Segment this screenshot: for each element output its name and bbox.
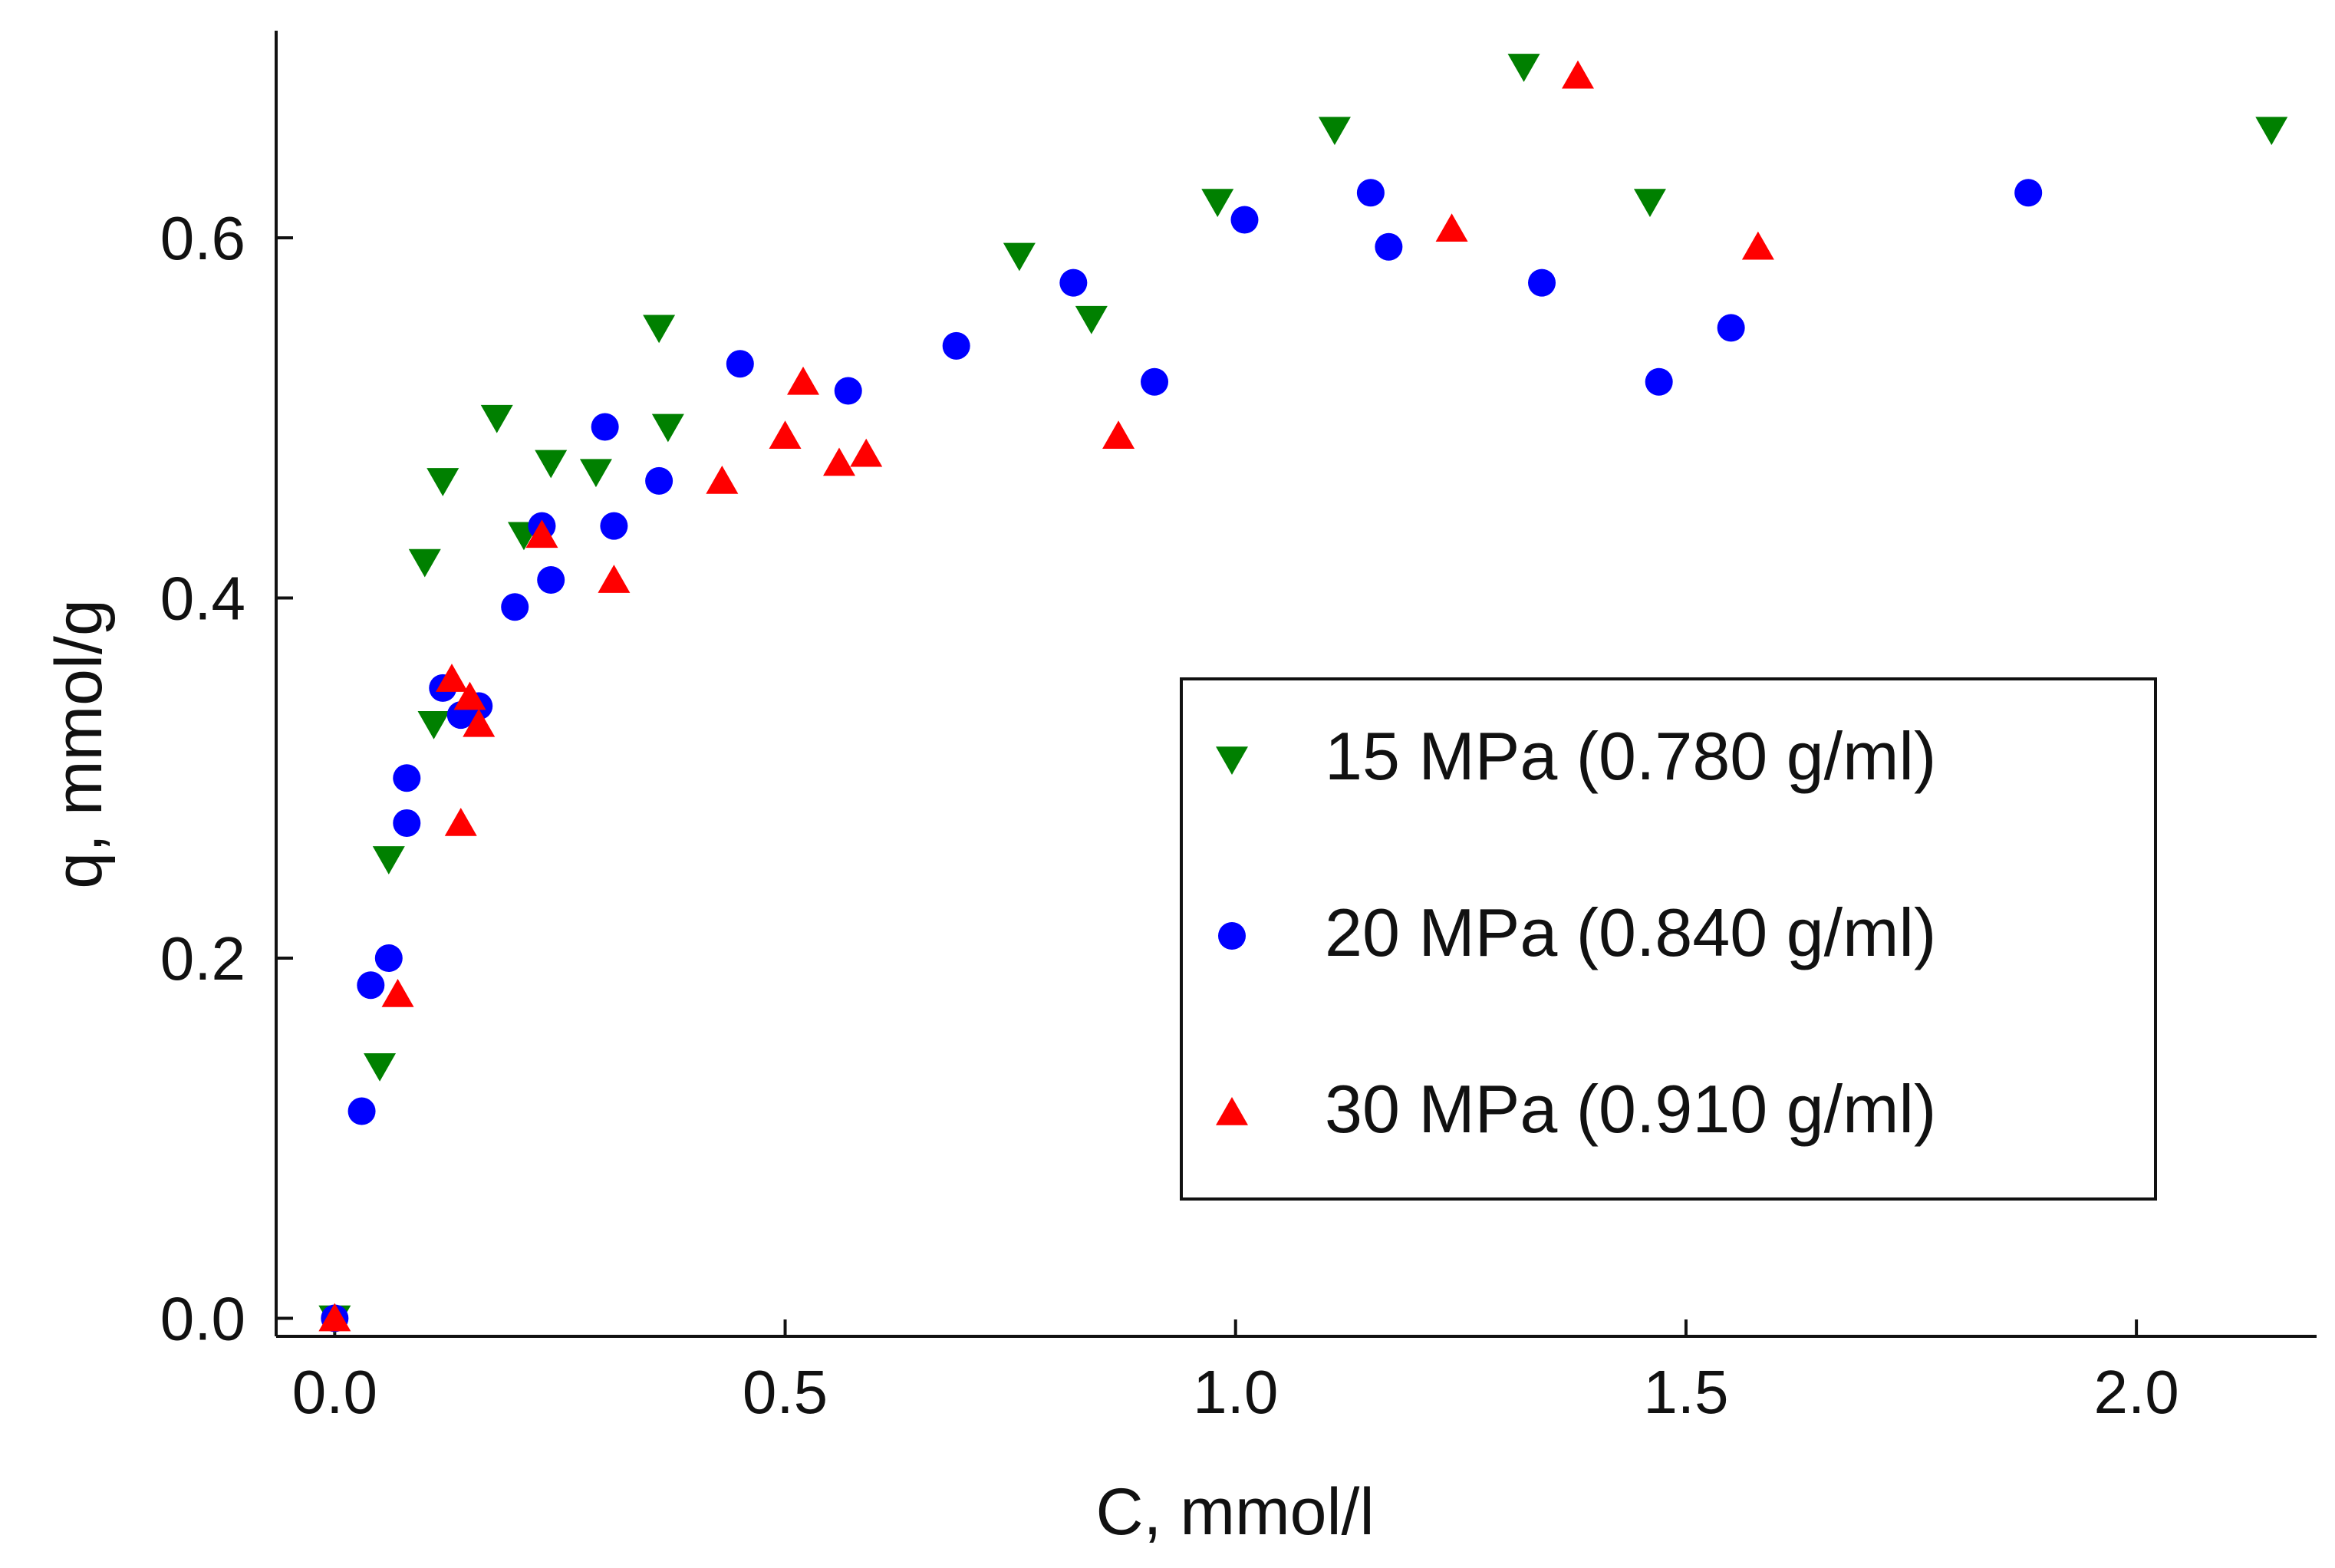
data-point	[408, 548, 441, 578]
data-point	[834, 377, 862, 405]
data-point	[1141, 367, 1169, 396]
data-point	[787, 366, 820, 395]
y-tick-label: 0.4	[160, 564, 245, 632]
data-point	[463, 708, 496, 737]
data-point	[822, 447, 855, 476]
y-tick-label: 0.6	[160, 204, 245, 272]
data-point	[726, 350, 754, 378]
series-3	[318, 60, 1774, 1332]
legend-marker-1	[1216, 746, 1248, 775]
data-point	[535, 450, 568, 479]
legend-label-30mpa: 30 MPa (0.910 g/ml)	[1325, 1071, 1936, 1147]
data-point	[1201, 189, 1234, 217]
data-point	[444, 807, 477, 836]
x-axis-title: C, mmol/l	[1095, 1475, 1374, 1549]
data-point	[393, 764, 421, 792]
y-tick-label: 0.0	[160, 1285, 245, 1353]
legend-label-20mpa: 20 MPa (0.840 g/ml)	[1325, 894, 1936, 970]
data-point	[2014, 179, 2043, 207]
legend-entries	[1216, 746, 1248, 1125]
data-point	[1318, 117, 1351, 146]
data-point	[1435, 213, 1468, 242]
legend: 15 MPa (0.780 g/ml) 20 MPa (0.840 g/ml) …	[1180, 677, 2157, 1201]
data-point	[942, 331, 970, 360]
data-point	[645, 466, 673, 495]
data-point	[417, 711, 450, 740]
data-point	[1230, 206, 1259, 234]
data-point	[1717, 314, 1745, 342]
data-point	[364, 1053, 397, 1082]
data-point	[347, 1097, 376, 1125]
marks-layer	[318, 54, 2288, 1334]
x-tick-label: 1.0	[1193, 1358, 1278, 1426]
data-point	[591, 413, 619, 441]
data-point	[1561, 60, 1594, 89]
data-point	[706, 465, 739, 494]
data-point	[318, 1303, 351, 1332]
data-point	[393, 809, 421, 837]
data-point	[850, 438, 883, 467]
series-2	[321, 179, 2043, 1332]
data-point	[643, 315, 676, 344]
data-point	[1507, 54, 1540, 82]
axes-layer: 0.0 0.5 1.0 1.5 2.0 0.0 0.2 0.4 0.6	[160, 31, 2317, 1426]
x-tick-label: 0.0	[292, 1358, 377, 1426]
legend-marker-2	[1218, 922, 1246, 950]
x-tick-label: 2.0	[2094, 1358, 2179, 1426]
data-point	[1633, 189, 1666, 217]
x-tick-label: 0.5	[743, 1358, 828, 1426]
data-point	[598, 565, 631, 593]
data-point	[357, 971, 385, 1000]
y-tick-label: 0.2	[160, 924, 245, 993]
legend-frame	[1180, 677, 2157, 1201]
data-point	[1102, 420, 1135, 450]
legend-label-15mpa: 15 MPa (0.780 g/ml)	[1325, 718, 1936, 794]
y-axis-title: q, mmol/g	[42, 599, 116, 889]
data-point	[374, 944, 403, 973]
data-point	[381, 979, 414, 1007]
data-point	[600, 512, 628, 540]
data-point	[525, 519, 558, 548]
x-tick-label: 1.5	[1643, 1358, 1728, 1426]
data-point	[453, 681, 486, 710]
data-point	[651, 413, 684, 443]
data-point	[1645, 367, 1673, 396]
data-point	[1528, 268, 1556, 297]
data-point	[579, 459, 612, 488]
data-point	[1375, 232, 1403, 261]
data-point	[372, 846, 405, 875]
data-point	[1075, 305, 1108, 334]
data-point	[1356, 179, 1385, 207]
data-point	[501, 593, 529, 621]
data-point	[537, 566, 565, 595]
data-point	[480, 404, 513, 433]
legend-marker-3	[1216, 1097, 1248, 1125]
data-point	[1003, 242, 1036, 272]
data-point	[769, 420, 802, 450]
data-point	[426, 468, 459, 496]
data-point	[2255, 117, 2288, 146]
data-point	[1741, 231, 1774, 260]
data-point	[436, 664, 469, 692]
data-point	[1059, 268, 1088, 297]
